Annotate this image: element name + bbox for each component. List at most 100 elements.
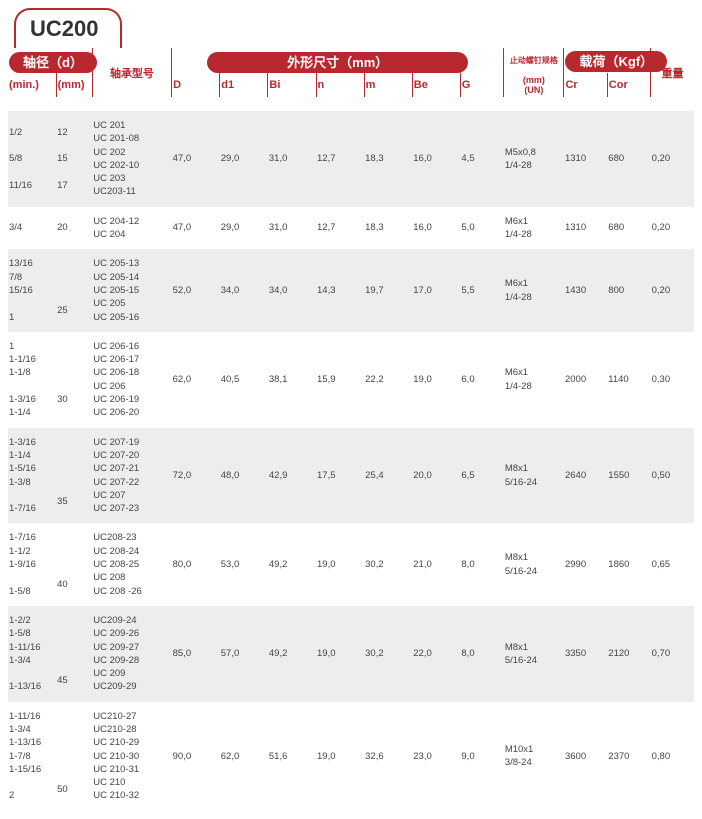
table-row: 13/16 7/8 15/16 1 25UC 205-13 UC 205-14 … [8,249,694,331]
header-outer-dim: 外形尺寸（mm） [207,52,468,73]
cell-n: 12,7 [316,111,364,207]
header-mm: (mm) [56,73,92,97]
cell-G: 5,5 [460,249,503,331]
cell-Cr: 3600 [564,702,607,811]
cell-mm: 20 [56,207,92,250]
header-model: 轴承型号 [92,48,171,97]
cell-un: M5x0,8 1/4-28 [504,111,564,207]
cell-w: 0,20 [651,111,694,207]
cell-D: 80,0 [172,523,220,605]
cell-Cr: 1310 [564,111,607,207]
header-un: (mm) (UN) [504,73,564,97]
cell-Bi: 42,9 [268,428,316,524]
cell-un: M6x1 1/4-28 [504,332,564,428]
cell-w: 0,20 [651,249,694,331]
cell-m: 22,2 [364,332,412,428]
cell-min: 3/4 [8,207,56,250]
cell-D: 90,0 [172,702,220,811]
cell-m: 19,7 [364,249,412,331]
cell-G: 8,0 [460,606,503,702]
cell-n: 19,0 [316,702,364,811]
cell-Cor: 1860 [607,523,650,605]
cell-G: 8,0 [460,523,503,605]
cell-D: 62,0 [172,332,220,428]
header-G: G [460,73,503,97]
cell-un: M8x1 5/16-24 [504,523,564,605]
table-row: 1-3/16 1-1/4 1-5/16 1-3/8 1-7/16 35UC 20… [8,428,694,524]
header-Cor: Cor [607,73,650,97]
cell-Be: 16,0 [412,111,460,207]
cell-model: UC 205-13 UC 205-14 UC 205-15 UC 205 UC … [92,249,171,331]
cell-n: 14,3 [316,249,364,331]
cell-mm: 25 [56,249,92,331]
header-shaft-dia: 轴径（d） [9,52,97,73]
cell-m: 18,3 [364,111,412,207]
cell-d1: 34,0 [220,249,268,331]
cell-d1: 29,0 [220,111,268,207]
cell-model: UC208-23 UC 208-24 UC 208-25 UC 208 UC 2… [92,523,171,605]
header-Cr: Cr [564,73,607,97]
cell-Be: 21,0 [412,523,460,605]
cell-mm: 35 [56,428,92,524]
table-body: 1/2 5/8 11/1612 15 17UC 201 UC 201-08 UC… [8,111,694,811]
cell-n: 19,0 [316,606,364,702]
cell-w: 0,20 [651,207,694,250]
cell-n: 12,7 [316,207,364,250]
cell-Cor: 800 [607,249,650,331]
cell-model: UC 201 UC 201-08 UC 202 UC 202-10 UC 203… [92,111,171,207]
cell-Cr: 1310 [564,207,607,250]
cell-Bi: 51,6 [268,702,316,811]
cell-w: 0,80 [651,702,694,811]
cell-Be: 23,0 [412,702,460,811]
cell-D: 47,0 [172,207,220,250]
header-d1: d1 [220,73,268,97]
cell-G: 6,5 [460,428,503,524]
table-row: 3/420UC 204-12 UC 20447,029,031,012,718,… [8,207,694,250]
cell-min: 1-3/16 1-1/4 1-5/16 1-3/8 1-7/16 [8,428,56,524]
cell-Cr: 2990 [564,523,607,605]
cell-w: 0,65 [651,523,694,605]
table-row: 1-2/2 1-5/8 1-11/16 1-3/4 1-13/16 45UC20… [8,606,694,702]
cell-n: 15,9 [316,332,364,428]
cell-un: M10x1 3/8-24 [504,702,564,811]
cell-model: UC209-24 UC 209-26 UC 209-27 UC 209-28 U… [92,606,171,702]
cell-min: 1 1-1/16 1-1/8 1-3/16 1-1/4 [8,332,56,428]
cell-d1: 53,0 [220,523,268,605]
cell-G: 9,0 [460,702,503,811]
cell-un: M8x1 5/16-24 [504,606,564,702]
cell-Cr: 3350 [564,606,607,702]
cell-n: 19,0 [316,523,364,605]
cell-w: 0,70 [651,606,694,702]
cell-Cr: 2640 [564,428,607,524]
cell-Bi: 49,2 [268,606,316,702]
spec-table: 轴径（d） 轴承型号 外形尺寸（mm） 止动螺钉规格 载荷（Kgf） 重量 (m… [8,48,694,811]
cell-m: 25,4 [364,428,412,524]
header-n: n [316,73,364,97]
cell-m: 18,3 [364,207,412,250]
cell-mm: 30 [56,332,92,428]
cell-d1: 29,0 [220,207,268,250]
cell-Be: 16,0 [412,207,460,250]
cell-min: 1-2/2 1-5/8 1-11/16 1-3/4 1-13/16 [8,606,56,702]
cell-d1: 40,5 [220,332,268,428]
page-title: UC200 [30,16,98,41]
title-tab: UC200 [14,8,122,48]
cell-model: UC 206-16 UC 206-17 UC 206-18 UC 206 UC … [92,332,171,428]
cell-G: 5,0 [460,207,503,250]
cell-Cor: 680 [607,207,650,250]
cell-D: 47,0 [172,111,220,207]
cell-d1: 57,0 [220,606,268,702]
header-Be: Be [412,73,460,97]
cell-Be: 19,0 [412,332,460,428]
cell-w: 0,50 [651,428,694,524]
cell-n: 17,5 [316,428,364,524]
cell-Cor: 2370 [607,702,650,811]
table-row: 1 1-1/16 1-1/8 1-3/16 1-1/4 30UC 206-16 … [8,332,694,428]
cell-mm: 12 15 17 [56,111,92,207]
cell-d1: 62,0 [220,702,268,811]
cell-Cor: 2120 [607,606,650,702]
cell-m: 30,2 [364,606,412,702]
cell-mm: 50 [56,702,92,811]
header-Bi: Bi [268,73,316,97]
cell-m: 30,2 [364,523,412,605]
